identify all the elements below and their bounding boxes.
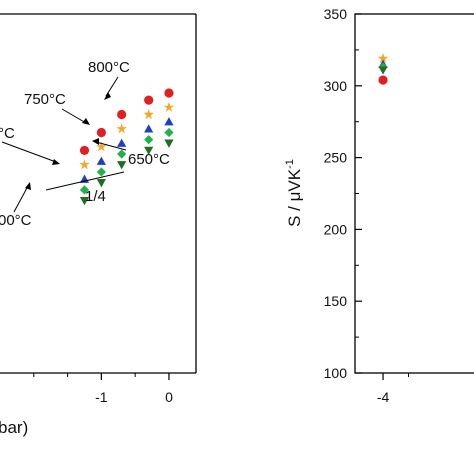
- annotation-partial-c-top: °C: [0, 125, 15, 142]
- right-triangle-down-point: [378, 66, 388, 75]
- left-triangle-down-point: [144, 146, 154, 156]
- slope-reference-line: [45, 171, 125, 191]
- left-triangle-down-point: [117, 161, 127, 170]
- arrow-partial-bottom: [13, 185, 29, 213]
- right-x-ticks: -4: [377, 373, 410, 405]
- left-triangle-up-point: [164, 117, 174, 126]
- arrowhead-800c: [104, 92, 111, 100]
- left-star-point: [163, 101, 175, 112]
- right-panel: 100 150 200 250 300 350 -4 S / μVK-1: [284, 6, 474, 405]
- left-data-marks: [79, 88, 175, 206]
- arrowhead-650c: [92, 138, 99, 145]
- right-y-tick-label: 300: [324, 78, 348, 94]
- left-diamond-point: [164, 127, 174, 138]
- left-triangle-up-point: [144, 124, 154, 133]
- left-star-point: [96, 141, 107, 152]
- right-y-tick-label: 150: [324, 293, 348, 309]
- left-diamond-point: [96, 167, 106, 177]
- left-star-point: [79, 159, 90, 170]
- left-circle-point: [117, 109, 127, 120]
- left-circle-point: [144, 95, 154, 105]
- left-circle-point: [96, 127, 106, 138]
- left-circle-point: [79, 145, 90, 156]
- right-y-axis-title: S / μVK-1: [284, 159, 304, 227]
- left-triangle-down-point: [79, 197, 90, 206]
- left-diamond-point: [79, 185, 90, 195]
- left-x-tick-label: -1: [95, 389, 108, 405]
- left-triangle-up-point: [117, 138, 127, 147]
- annotation-slope-1-4: 1/4: [85, 188, 106, 205]
- left-x-axis-title-fragment: bar): [0, 418, 28, 437]
- arrow-partial-top: [1, 141, 57, 163]
- annotation-arrows: [1, 76, 127, 213]
- left-triangle-down-point: [96, 179, 106, 188]
- left-circle-point: [164, 88, 174, 98]
- annotation-650c: 650°C: [128, 151, 170, 168]
- right-y-tick-label: 350: [324, 6, 348, 22]
- right-y-tick-label: 100: [324, 365, 348, 381]
- left-diamond-point: [144, 135, 154, 145]
- right-y-axis-title-superscript: -1: [284, 159, 296, 169]
- left-diamond-point: [117, 149, 127, 159]
- arrowhead-partial-bottom: [25, 182, 31, 190]
- left-panel: -1 0 bar) 800°C 750°C °C 650°C 1/4 00°C: [0, 13, 197, 437]
- right-y-tick-label: 200: [324, 221, 348, 237]
- right-x-tick-label: -4: [377, 389, 390, 405]
- right-circle-point: [378, 75, 388, 85]
- right-y-ticks: 100 150 200 250 300 350: [324, 6, 362, 381]
- left-triangle-up-point: [96, 156, 106, 165]
- arrowhead-750c: [82, 118, 90, 125]
- annotation-750c: 750°C: [24, 91, 66, 108]
- left-star-point: [116, 123, 127, 134]
- annotation-800c: 800°C: [88, 59, 130, 76]
- arrow-650c: [95, 141, 127, 151]
- arrowhead-partial-top: [52, 159, 60, 165]
- left-x-tick-label: 0: [165, 389, 173, 405]
- left-triangle-down-point: [164, 139, 174, 148]
- right-star-point: [377, 52, 389, 63]
- right-y-tick-label: 250: [324, 150, 348, 166]
- arrowheads: [25, 92, 111, 190]
- right-data-marks: [377, 52, 389, 85]
- left-star-point: [143, 108, 154, 120]
- right-y-axis-title-main: S / μVK: [285, 168, 304, 227]
- annotation-partial-c-bottom: 00°C: [0, 212, 32, 229]
- left-x-ticks: -1 0: [33, 373, 173, 405]
- right-plot-frame: [354, 13, 474, 374]
- arrow-750c: [61, 108, 87, 124]
